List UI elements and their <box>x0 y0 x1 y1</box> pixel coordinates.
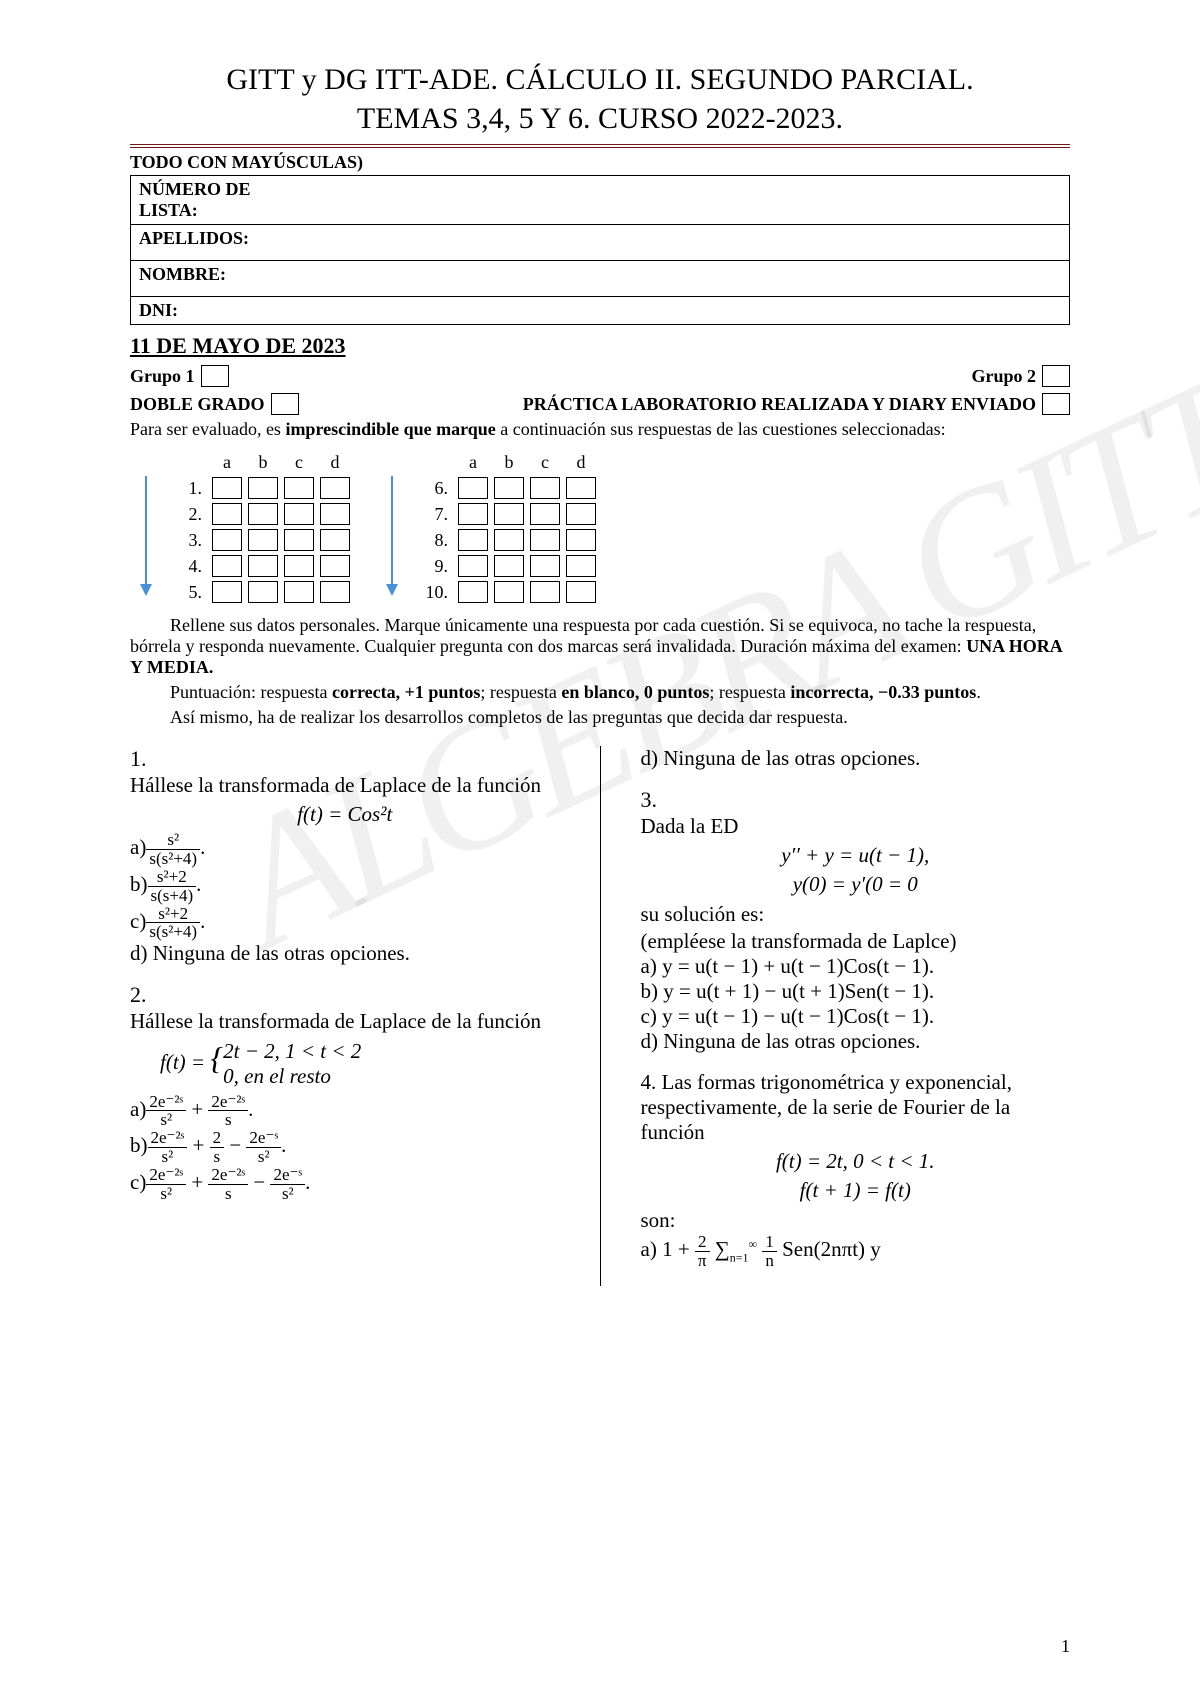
row-number: 2. <box>176 503 206 525</box>
row-number: 10. <box>422 581 452 603</box>
arrow-down-icon <box>382 476 402 596</box>
answer-box[interactable] <box>212 503 242 525</box>
answer-box[interactable] <box>566 503 596 525</box>
col-header: a <box>212 452 242 473</box>
nombre-field[interactable] <box>281 261 1070 297</box>
apellidos-field[interactable] <box>281 225 1070 261</box>
row-number: 5. <box>176 581 206 603</box>
nombre-label: NOMBRE: <box>131 261 281 297</box>
answer-box[interactable] <box>530 555 560 577</box>
answer-grid: abcd1.2.3.4.5. abcd6.7.8.9.10. <box>170 448 1070 607</box>
row-number: 6. <box>422 477 452 499</box>
answer-box[interactable] <box>248 529 278 551</box>
answer-box[interactable] <box>320 503 350 525</box>
answer-box[interactable] <box>212 581 242 603</box>
answer-box[interactable] <box>320 555 350 577</box>
answer-box[interactable] <box>284 529 314 551</box>
answer-box[interactable] <box>494 503 524 525</box>
numero-field[interactable] <box>281 176 1070 225</box>
row-number: 3. <box>176 529 206 551</box>
dni-field[interactable] <box>281 297 1070 325</box>
answer-box[interactable] <box>458 477 488 499</box>
col-header: d <box>566 452 596 473</box>
answer-box[interactable] <box>530 503 560 525</box>
apellidos-label: APELLIDOS: <box>131 225 281 261</box>
answer-box[interactable] <box>494 477 524 499</box>
question-4: 4. Las formas trigonométrica y exponenci… <box>641 1070 1071 1270</box>
grupo1-label: Grupo 1 <box>130 366 195 387</box>
answer-box[interactable] <box>458 581 488 603</box>
answer-box[interactable] <box>284 477 314 499</box>
col-header: b <box>494 452 524 473</box>
answer-box[interactable] <box>284 555 314 577</box>
answer-box[interactable] <box>212 477 242 499</box>
grupo1-checkbox[interactable] <box>201 365 229 387</box>
col-header: a <box>458 452 488 473</box>
note-1: Rellene sus datos personales. Marque úni… <box>130 615 1070 678</box>
page-number: 1 <box>1061 1636 1070 1657</box>
answer-box[interactable] <box>566 555 596 577</box>
todo-label: TODO CON MAYÚSCULAS) <box>130 152 1070 173</box>
question-1: 1. Hállese la transformada de Laplace de… <box>130 746 560 966</box>
grupo2-label: Grupo 2 <box>971 366 1036 387</box>
arrow-down-icon <box>136 476 156 596</box>
col-header: c <box>284 452 314 473</box>
answer-box[interactable] <box>320 529 350 551</box>
answer-box[interactable] <box>566 581 596 603</box>
grupo2-checkbox[interactable] <box>1042 365 1070 387</box>
title-line-1: GITT y DG ITT-ADE. CÁLCULO II. SEGUNDO P… <box>226 63 973 96</box>
row-number: 8. <box>422 529 452 551</box>
exam-date: 11 DE MAYO DE 2023 <box>130 333 1070 359</box>
practica-checkbox[interactable] <box>1042 393 1070 415</box>
intro-text: Para ser evaluado, es imprescindible que… <box>130 419 1070 440</box>
answer-box[interactable] <box>284 503 314 525</box>
info-table: NÚMERO DE LISTA: APELLIDOS: NOMBRE: DNI: <box>130 175 1070 325</box>
answer-box[interactable] <box>320 581 350 603</box>
dni-label: DNI: <box>131 297 281 325</box>
answer-box[interactable] <box>494 529 524 551</box>
answer-box[interactable] <box>494 581 524 603</box>
question-2: 2. Hállese la transformada de Laplace de… <box>130 982 560 1202</box>
answer-box[interactable] <box>248 555 278 577</box>
answer-box[interactable] <box>530 477 560 499</box>
q2-option-d: d) Ninguna de las otras opciones. <box>641 746 1071 771</box>
row-number: 1. <box>176 477 206 499</box>
column-separator <box>600 746 601 1286</box>
divider <box>130 144 1070 148</box>
answer-box[interactable] <box>320 477 350 499</box>
note-3: Así mismo, ha de realizar los desarrollo… <box>130 707 1070 728</box>
question-3: 3. Dada la ED y′′ + y = u(t − 1), y(0) =… <box>641 787 1071 1054</box>
note-2: Puntuación: respuesta correcta, +1 punto… <box>130 682 1070 703</box>
numero-label: NÚMERO DE LISTA: <box>131 176 281 225</box>
row-number: 4. <box>176 555 206 577</box>
doble-label: DOBLE GRADO <box>130 394 265 415</box>
answer-box[interactable] <box>458 555 488 577</box>
col-header: c <box>530 452 560 473</box>
title-line-2: TEMAS 3,4, 5 Y 6. CURSO 2022-2023. <box>357 102 843 135</box>
answer-box[interactable] <box>530 581 560 603</box>
answer-box[interactable] <box>248 503 278 525</box>
answer-box[interactable] <box>494 555 524 577</box>
answer-box[interactable] <box>284 581 314 603</box>
answer-box[interactable] <box>566 477 596 499</box>
answer-box[interactable] <box>212 529 242 551</box>
col-header: d <box>320 452 350 473</box>
practica-label: PRÁCTICA LABORATORIO REALIZADA Y DIARY E… <box>523 394 1036 415</box>
answer-box[interactable] <box>530 529 560 551</box>
answer-box[interactable] <box>248 477 278 499</box>
row-number: 7. <box>422 503 452 525</box>
doble-checkbox[interactable] <box>271 393 299 415</box>
col-header: b <box>248 452 278 473</box>
answer-box[interactable] <box>458 503 488 525</box>
answer-box[interactable] <box>248 581 278 603</box>
answer-box[interactable] <box>458 529 488 551</box>
row-number: 9. <box>422 555 452 577</box>
answer-box[interactable] <box>212 555 242 577</box>
answer-box[interactable] <box>566 529 596 551</box>
